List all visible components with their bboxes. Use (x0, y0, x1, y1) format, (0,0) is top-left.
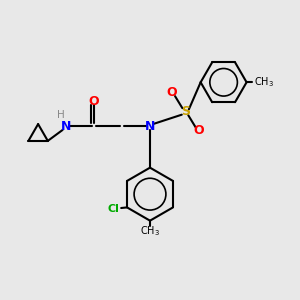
Text: CH$_3$: CH$_3$ (140, 224, 160, 238)
Text: Cl: Cl (108, 204, 120, 214)
Text: H: H (57, 110, 65, 120)
Text: N: N (145, 120, 155, 133)
Text: S: S (181, 105, 190, 118)
Text: N: N (61, 120, 71, 133)
Text: O: O (193, 124, 204, 137)
Text: O: O (89, 95, 99, 108)
Text: CH$_3$: CH$_3$ (254, 75, 274, 89)
Text: O: O (167, 86, 177, 99)
